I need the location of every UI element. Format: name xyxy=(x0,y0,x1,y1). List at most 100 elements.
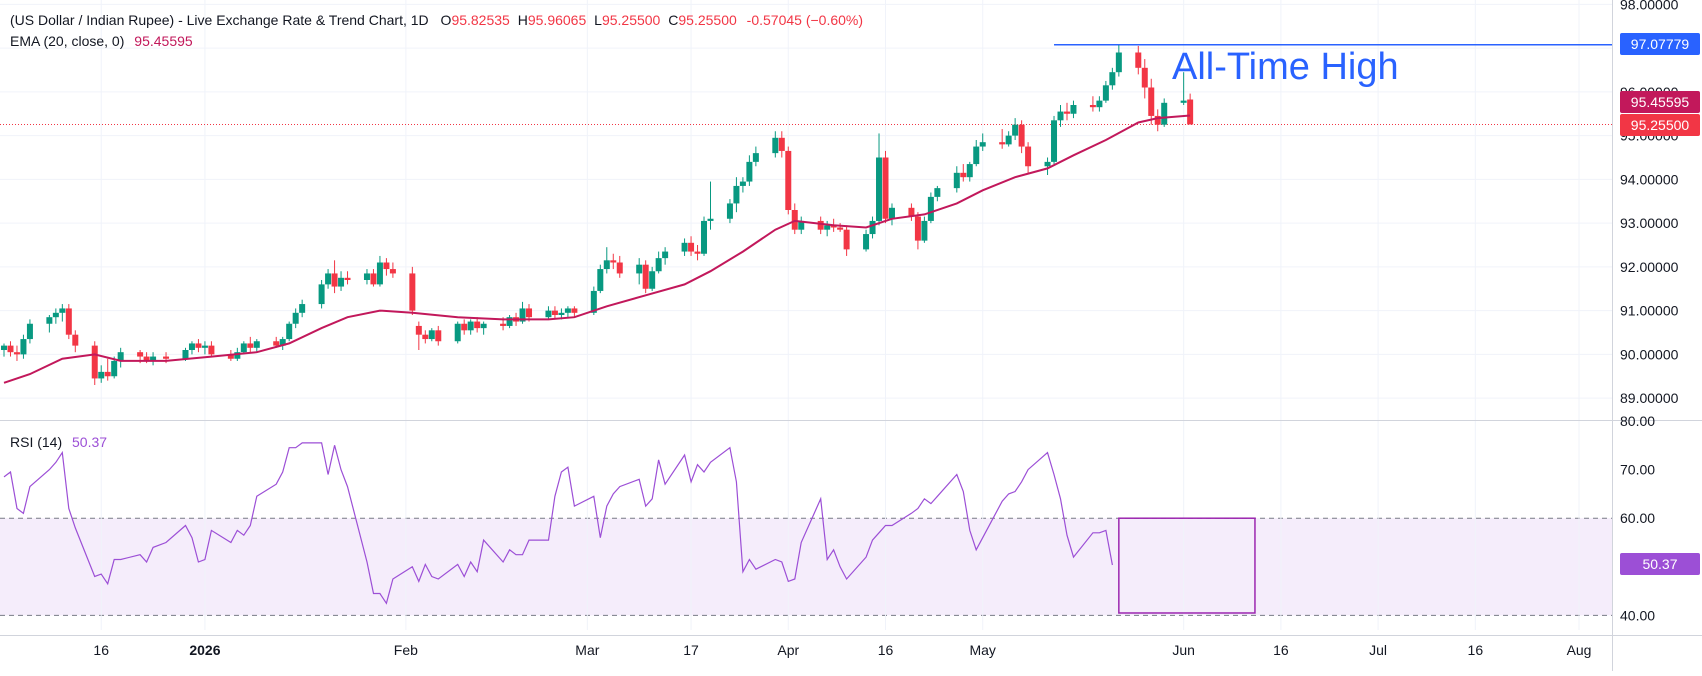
candle-body xyxy=(694,251,701,254)
candle xyxy=(253,339,260,353)
candle-body xyxy=(506,317,513,326)
candle-body xyxy=(616,262,623,274)
ohlc-close-label: C xyxy=(668,12,679,28)
time-axis-label: 2026 xyxy=(189,642,220,658)
candle-body xyxy=(791,210,798,230)
candle-body xyxy=(1005,135,1012,145)
candle xyxy=(467,319,474,335)
candle-body xyxy=(91,345,98,379)
candle-body xyxy=(240,343,247,353)
candle xyxy=(966,161,973,182)
candle-body xyxy=(201,345,208,348)
candle xyxy=(733,177,740,213)
candle-body xyxy=(798,220,805,230)
candle-body xyxy=(461,323,468,331)
candle-body xyxy=(979,142,986,147)
candle-body xyxy=(383,262,390,270)
candle-body xyxy=(1161,102,1168,125)
candle xyxy=(325,269,332,289)
candle-body xyxy=(953,172,960,189)
candle-body xyxy=(318,284,325,305)
candle-body xyxy=(338,277,345,287)
candle-body xyxy=(882,157,889,219)
candle-body xyxy=(597,269,604,291)
candle-body xyxy=(376,262,383,285)
candle-body xyxy=(746,161,753,182)
candle-body xyxy=(785,150,792,210)
candle-body xyxy=(876,157,883,221)
candle-body xyxy=(286,323,293,340)
candle-body xyxy=(234,352,241,359)
candle xyxy=(338,271,345,291)
candle-body xyxy=(1180,100,1187,103)
candle-body xyxy=(921,220,928,241)
candle xyxy=(1141,59,1148,99)
rsi-band xyxy=(0,518,1612,616)
candle-body xyxy=(1044,161,1051,167)
time-axis-label: Feb xyxy=(394,642,418,658)
candle-body xyxy=(104,371,111,377)
candle xyxy=(655,251,662,274)
candle xyxy=(1187,93,1194,125)
candle-body xyxy=(13,352,20,355)
rsi-axis-label: 80.00 xyxy=(1620,413,1655,429)
candle xyxy=(726,199,733,224)
candle-body xyxy=(545,310,552,318)
candle xyxy=(1109,67,1116,90)
ema-price-tag: 95.45595 xyxy=(1620,91,1700,113)
candle xyxy=(1102,80,1109,103)
candle-body xyxy=(52,312,59,318)
candle xyxy=(707,181,714,230)
candle xyxy=(888,203,895,226)
candle xyxy=(286,321,293,342)
ohlc-close: 95.25500 xyxy=(678,12,737,28)
candle xyxy=(279,336,286,350)
candle xyxy=(914,212,921,250)
candle-body xyxy=(253,341,260,348)
candle xyxy=(383,258,390,276)
candle-body xyxy=(7,345,14,353)
candle xyxy=(65,304,72,340)
candle-body xyxy=(467,321,474,331)
price-axis-label: 94.00000 xyxy=(1620,171,1679,187)
candle xyxy=(376,255,383,287)
rsi-axis-label: 40.00 xyxy=(1620,607,1655,623)
candle xyxy=(247,336,254,353)
candle xyxy=(545,306,552,320)
candle xyxy=(681,238,688,256)
candle-body xyxy=(837,227,844,230)
candle-body xyxy=(519,308,526,322)
candle-body xyxy=(195,343,202,348)
candle xyxy=(389,262,396,278)
last-price-tag: 95.25500 xyxy=(1620,114,1700,136)
candle xyxy=(876,133,883,226)
ohlc-open: 95.82535 xyxy=(451,12,510,28)
candle-body xyxy=(863,234,870,250)
candle xyxy=(1161,98,1168,127)
time-axis-label: Aug xyxy=(1567,642,1592,658)
candle-body xyxy=(111,360,118,377)
candle xyxy=(461,319,468,335)
time-axis-label: Apr xyxy=(777,642,799,658)
all-time-high-annotation: All-Time High xyxy=(1172,46,1399,88)
chart-title: (US Dollar / Indian Rupee) - Live Exchan… xyxy=(10,12,429,28)
candle-body xyxy=(20,339,27,355)
candle-body xyxy=(273,341,280,346)
ohlc-high: 95.96065 xyxy=(527,12,587,28)
candle-body xyxy=(370,273,377,285)
candle xyxy=(474,317,481,333)
candle xyxy=(636,258,643,285)
candle-body xyxy=(422,334,429,340)
time-axis-label: Jun xyxy=(1172,642,1195,658)
candle xyxy=(921,216,928,243)
candle xyxy=(208,341,215,357)
candle xyxy=(519,301,526,324)
candle xyxy=(150,352,157,366)
candle-body xyxy=(1135,52,1142,68)
candle xyxy=(772,131,779,158)
candle-body xyxy=(888,207,895,219)
price-axis-label: 89.00000 xyxy=(1620,390,1679,406)
candle xyxy=(1018,120,1025,154)
candle-body xyxy=(1096,100,1103,108)
rsi-highlight-box xyxy=(1118,517,1256,614)
